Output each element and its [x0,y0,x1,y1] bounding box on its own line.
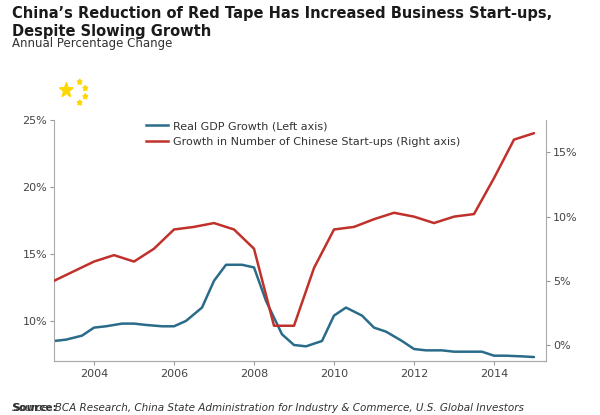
Text: Source:: Source: [12,403,57,413]
Text: China’s Reduction of Red Tape Has Increased Business Start-ups, Despite Slowing : China’s Reduction of Red Tape Has Increa… [12,6,552,39]
Polygon shape [77,79,82,84]
Polygon shape [83,94,88,99]
Legend: Real GDP Growth (Left axis), Growth in Number of Chinese Start-ups (Right axis): Real GDP Growth (Left axis), Growth in N… [146,121,461,146]
Text: Source: BCA Research, China State Administration for Industry & Commerce, U.S. G: Source: BCA Research, China State Admini… [12,403,524,413]
Text: Annual Percentage Change: Annual Percentage Change [12,37,172,50]
Polygon shape [83,85,88,90]
Polygon shape [59,83,73,97]
Polygon shape [77,100,82,105]
